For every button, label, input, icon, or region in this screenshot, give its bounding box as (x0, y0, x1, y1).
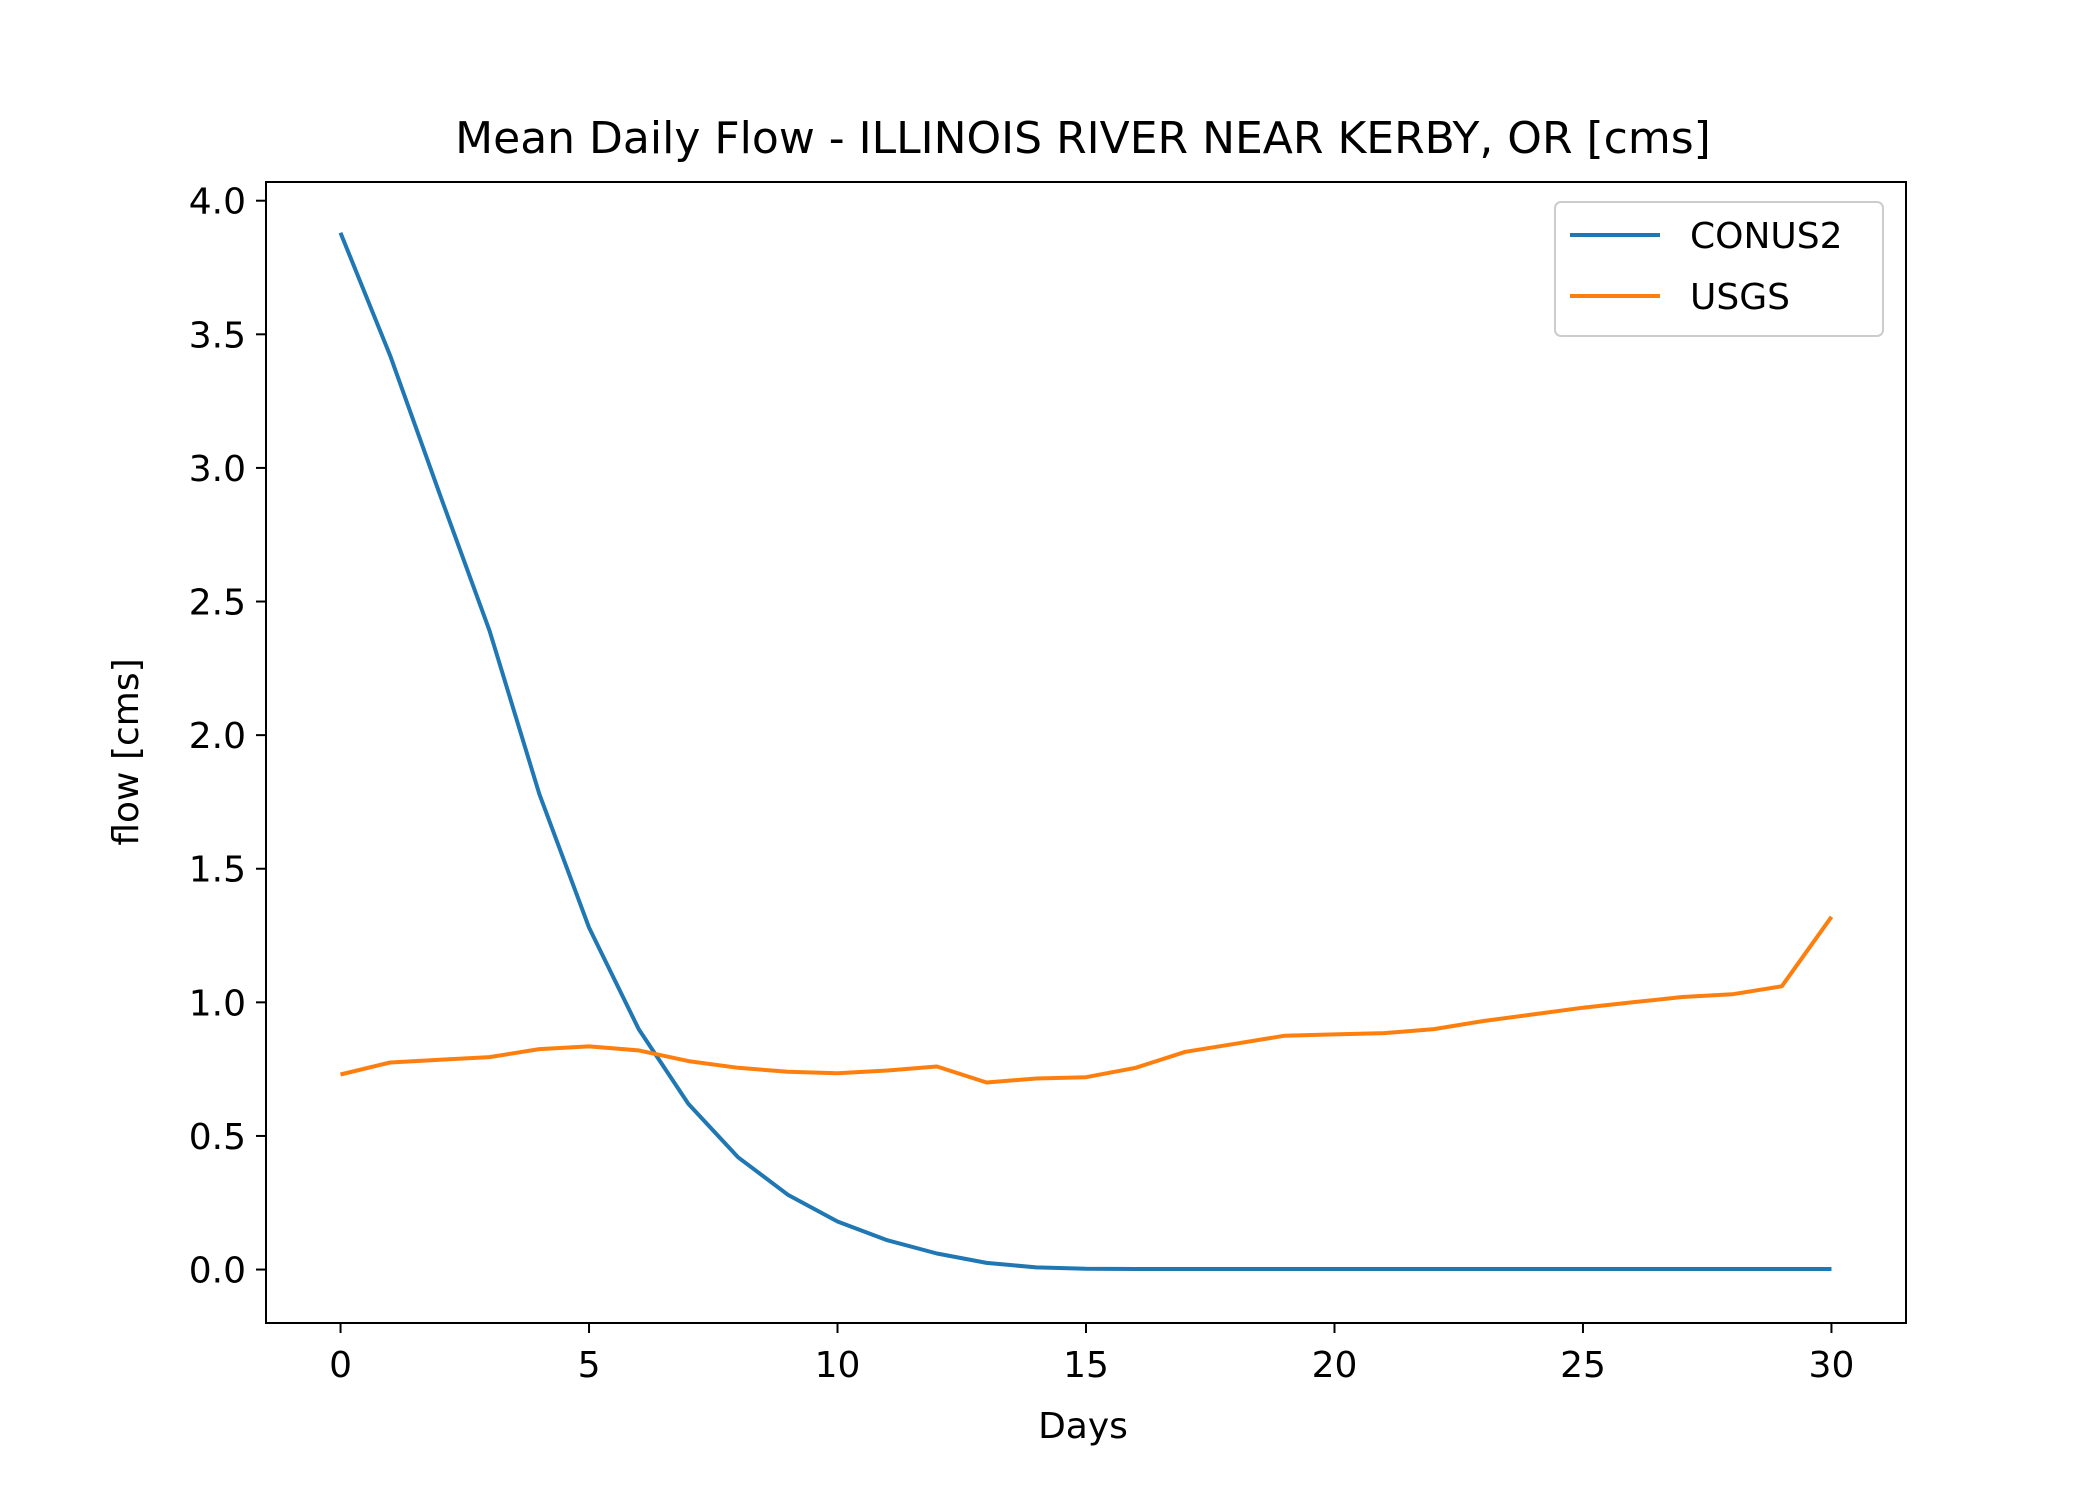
legend-label-conus2: CONUS2 (1690, 216, 1843, 257)
legend: CONUS2 USGS (1554, 201, 1884, 337)
plot-frame (265, 181, 1907, 1324)
x-axis-label: Days (1038, 1406, 1128, 1447)
x-tick-label: 10 (815, 1345, 861, 1386)
y-tick-label: 3.5 (189, 315, 246, 356)
y-tick-label: 2.0 (189, 716, 246, 757)
y-tick-label: 1.0 (189, 983, 246, 1024)
x-tick-label: 25 (1560, 1345, 1606, 1386)
legend-label-usgs: USGS (1690, 277, 1790, 318)
y-tick-label: 1.5 (189, 850, 246, 891)
x-tick-label: 30 (1809, 1345, 1855, 1386)
x-tick-label: 0 (329, 1345, 352, 1386)
x-axis-ticks: 0 5 10 15 20 25 30 (329, 1323, 1854, 1386)
y-tick-label: 0.0 (189, 1251, 246, 1292)
series-layer (338, 232, 1834, 1271)
y-tick-label: 2.5 (189, 583, 246, 624)
y-axis-ticks: 0.0 0.5 1.0 1.5 2.0 2.5 3.0 3.5 4.0 (189, 182, 266, 1292)
y-tick-label: 3.0 (189, 449, 246, 490)
chart-title: Mean Daily Flow - ILLINOIS RIVER NEAR KE… (455, 113, 1711, 164)
x-tick-label: 15 (1063, 1345, 1109, 1386)
y-tick-label: 4.0 (189, 182, 246, 223)
y-tick-label: 0.5 (189, 1117, 246, 1158)
series-line-conus2 (338, 232, 1832, 1271)
y-axis-label: flow [cms] (106, 658, 147, 845)
x-tick-label: 20 (1312, 1345, 1358, 1386)
x-tick-label: 5 (578, 1345, 601, 1386)
series-line-usgs (340, 915, 1834, 1085)
